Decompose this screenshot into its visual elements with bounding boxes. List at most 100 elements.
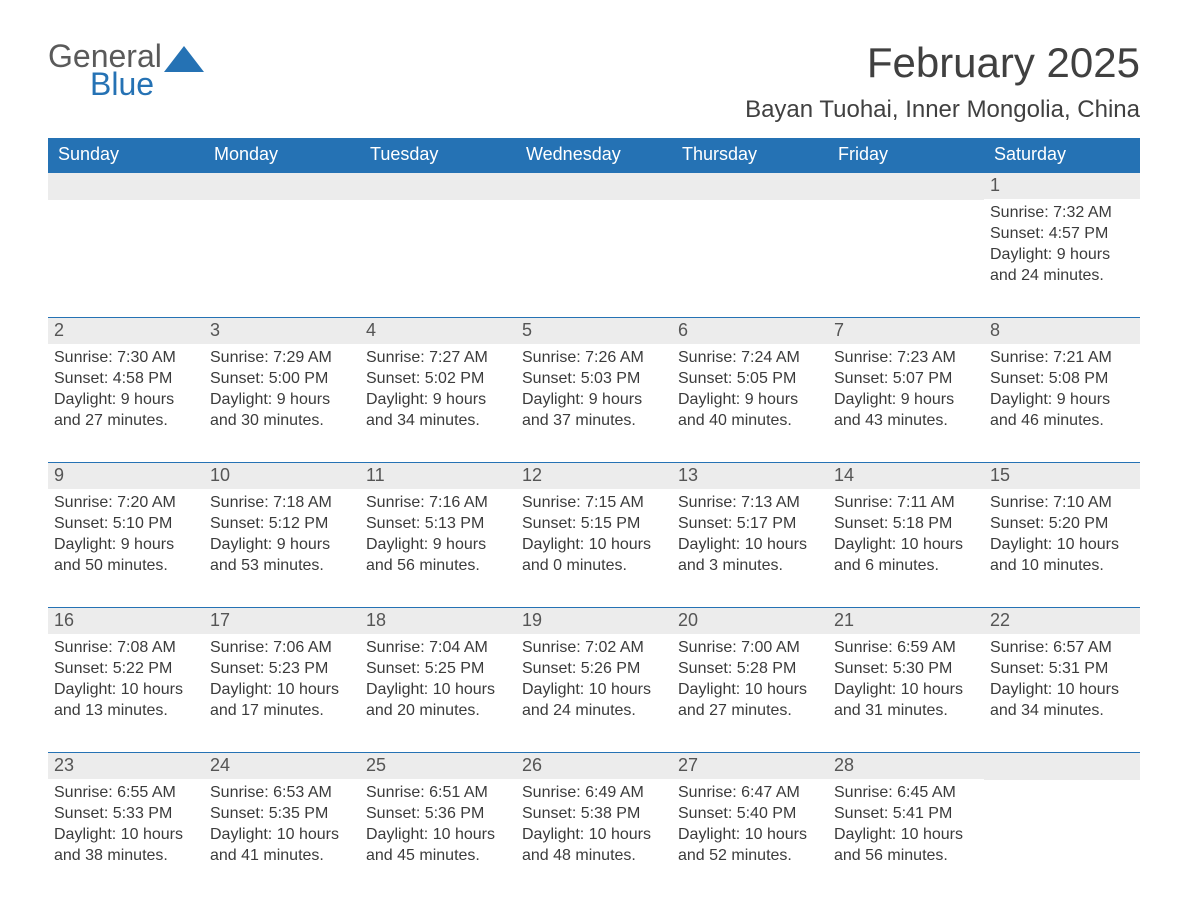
day-of-week-cell: Sunday	[48, 138, 204, 173]
sunset-line: Sunset: 5:08 PM	[990, 369, 1132, 390]
day-cell: 9 Sunrise: 7:20 AMSunset: 5:10 PMDaylight…	[48, 463, 204, 581]
daylight-line: Daylight: 10 hours and 48 minutes.	[522, 825, 664, 867]
sunrise-line: Sunrise: 6:45 AM	[834, 783, 976, 804]
day-cell: 14Sunrise: 7:11 AMSunset: 5:18 PMDayligh…	[828, 463, 984, 581]
sunset-line: Sunset: 5:12 PM	[210, 514, 352, 535]
sunset-line: Sunset: 5:30 PM	[834, 659, 976, 680]
location-subtitle: Bayan Tuohai, Inner Mongolia, China	[745, 96, 1140, 124]
logo-text-blue: Blue	[90, 68, 162, 100]
daylight-line: Daylight: 10 hours and 10 minutes.	[990, 535, 1132, 577]
day-number	[828, 173, 984, 200]
week-row: 2 Sunrise: 7:30 AMSunset: 4:58 PMDaylight…	[48, 317, 1140, 436]
calendar: SundayMondayTuesdayWednesdayThursdayFrid…	[48, 138, 1140, 871]
day-body: Sunrise: 7:20 AMSunset: 5:10 PMDaylight:…	[52, 493, 196, 576]
day-number: 16	[48, 608, 204, 634]
sunrise-line: Sunrise: 7:23 AM	[834, 348, 976, 369]
daylight-line: Daylight: 9 hours and 40 minutes.	[678, 390, 820, 432]
day-body: Sunrise: 7:32 AMSunset: 4:57 PMDaylight:…	[988, 203, 1132, 286]
daylight-line: Daylight: 10 hours and 20 minutes.	[366, 680, 508, 722]
day-cell: 28 Sunrise: 6:45 AMSunset: 5:41 PMDayligh…	[828, 753, 984, 871]
day-cell: 5 Sunrise: 7:26 AMSunset: 5:03 PMDaylight…	[516, 318, 672, 436]
day-number: 18	[360, 608, 516, 634]
day-body: Sunrise: 6:45 AMSunset: 5:41 PMDaylight:…	[832, 783, 976, 866]
day-cell	[672, 173, 828, 291]
sunrise-line: Sunrise: 6:59 AM	[834, 638, 976, 659]
sunset-line: Sunset: 5:05 PM	[678, 369, 820, 390]
day-body: Sunrise: 7:26 AMSunset: 5:03 PMDaylight:…	[520, 348, 664, 431]
sunset-line: Sunset: 4:58 PM	[54, 369, 196, 390]
day-number: 26	[516, 753, 672, 779]
day-body: Sunrise: 7:27 AMSunset: 5:02 PMDaylight:…	[364, 348, 508, 431]
day-cell: 6Sunrise: 7:24 AMSunset: 5:05 PMDaylight…	[672, 318, 828, 436]
daylight-line: Daylight: 9 hours and 56 minutes.	[366, 535, 508, 577]
sunrise-line: Sunrise: 7:00 AM	[678, 638, 820, 659]
day-cell: 4Sunrise: 7:27 AMSunset: 5:02 PMDaylight…	[360, 318, 516, 436]
day-cell: 24Sunrise: 6:53 AMSunset: 5:35 PMDayligh…	[204, 753, 360, 871]
week-row: 9 Sunrise: 7:20 AMSunset: 5:10 PMDaylight…	[48, 462, 1140, 581]
daylight-line: Daylight: 10 hours and 17 minutes.	[210, 680, 352, 722]
sunrise-line: Sunrise: 7:13 AM	[678, 493, 820, 514]
page-header: General Blue February 2025 Bayan Tuohai,…	[48, 40, 1140, 124]
day-number: 14	[828, 463, 984, 489]
day-body: Sunrise: 6:57 AMSunset: 5:31 PMDaylight:…	[988, 638, 1132, 721]
sunset-line: Sunset: 5:40 PM	[678, 804, 820, 825]
day-cell	[828, 173, 984, 291]
day-cell	[360, 173, 516, 291]
daylight-line: Daylight: 10 hours and 56 minutes.	[834, 825, 976, 867]
day-cell: 16Sunrise: 7:08 AMSunset: 5:22 PMDayligh…	[48, 608, 204, 726]
logo: General Blue	[48, 40, 204, 100]
sunrise-line: Sunrise: 6:55 AM	[54, 783, 196, 804]
day-number: 23	[48, 753, 204, 779]
sunset-line: Sunset: 5:15 PM	[522, 514, 664, 535]
day-body: Sunrise: 7:23 AMSunset: 5:07 PMDaylight:…	[832, 348, 976, 431]
day-cell: 23Sunrise: 6:55 AMSunset: 5:33 PMDayligh…	[48, 753, 204, 871]
daylight-line: Daylight: 10 hours and 31 minutes.	[834, 680, 976, 722]
day-number: 28	[828, 753, 984, 779]
daylight-line: Daylight: 9 hours and 27 minutes.	[54, 390, 196, 432]
month-title: February 2025	[745, 40, 1140, 86]
daylight-line: Daylight: 9 hours and 34 minutes.	[366, 390, 508, 432]
day-number	[516, 173, 672, 200]
day-number: 3	[204, 318, 360, 344]
sunrise-line: Sunrise: 6:57 AM	[990, 638, 1132, 659]
day-cell: 22Sunrise: 6:57 AMSunset: 5:31 PMDayligh…	[984, 608, 1140, 726]
day-body: Sunrise: 6:51 AMSunset: 5:36 PMDaylight:…	[364, 783, 508, 866]
sunset-line: Sunset: 5:28 PM	[678, 659, 820, 680]
day-body: Sunrise: 7:16 AMSunset: 5:13 PMDaylight:…	[364, 493, 508, 576]
day-number: 2	[48, 318, 204, 344]
week-row: 1Sunrise: 7:32 AMSunset: 4:57 PMDaylight…	[48, 173, 1140, 291]
day-cell: 3Sunrise: 7:29 AMSunset: 5:00 PMDaylight…	[204, 318, 360, 436]
sunrise-line: Sunrise: 7:15 AM	[522, 493, 664, 514]
day-of-week-cell: Thursday	[672, 138, 828, 173]
day-number: 27	[672, 753, 828, 779]
sunrise-line: Sunrise: 7:20 AM	[54, 493, 196, 514]
day-number	[360, 173, 516, 200]
day-number: 9	[48, 463, 204, 489]
daylight-line: Daylight: 10 hours and 41 minutes.	[210, 825, 352, 867]
sunset-line: Sunset: 5:31 PM	[990, 659, 1132, 680]
day-number: 21	[828, 608, 984, 634]
day-body: Sunrise: 6:49 AMSunset: 5:38 PMDaylight:…	[520, 783, 664, 866]
sunset-line: Sunset: 5:13 PM	[366, 514, 508, 535]
day-of-week-cell: Wednesday	[516, 138, 672, 173]
day-number: 5	[516, 318, 672, 344]
day-body: Sunrise: 7:02 AMSunset: 5:26 PMDaylight:…	[520, 638, 664, 721]
day-number: 17	[204, 608, 360, 634]
day-cell: 18 Sunrise: 7:04 AMSunset: 5:25 PMDayligh…	[360, 608, 516, 726]
day-cell: 20Sunrise: 7:00 AMSunset: 5:28 PMDayligh…	[672, 608, 828, 726]
day-of-week-cell: Saturday	[984, 138, 1140, 173]
sunrise-line: Sunrise: 7:11 AM	[834, 493, 976, 514]
day-number: 8	[984, 318, 1140, 344]
sunset-line: Sunset: 5:00 PM	[210, 369, 352, 390]
daylight-line: Daylight: 10 hours and 52 minutes.	[678, 825, 820, 867]
day-of-week-header: SundayMondayTuesdayWednesdayThursdayFrid…	[48, 138, 1140, 173]
daylight-line: Daylight: 10 hours and 27 minutes.	[678, 680, 820, 722]
day-body: Sunrise: 7:04 AMSunset: 5:25 PMDaylight:…	[364, 638, 508, 721]
day-body: Sunrise: 7:30 AMSunset: 4:58 PMDaylight:…	[52, 348, 196, 431]
daylight-line: Daylight: 10 hours and 38 minutes.	[54, 825, 196, 867]
sunset-line: Sunset: 5:23 PM	[210, 659, 352, 680]
sunset-line: Sunset: 5:17 PM	[678, 514, 820, 535]
day-cell	[48, 173, 204, 291]
day-body: Sunrise: 6:53 AMSunset: 5:35 PMDaylight:…	[208, 783, 352, 866]
sunset-line: Sunset: 5:18 PM	[834, 514, 976, 535]
